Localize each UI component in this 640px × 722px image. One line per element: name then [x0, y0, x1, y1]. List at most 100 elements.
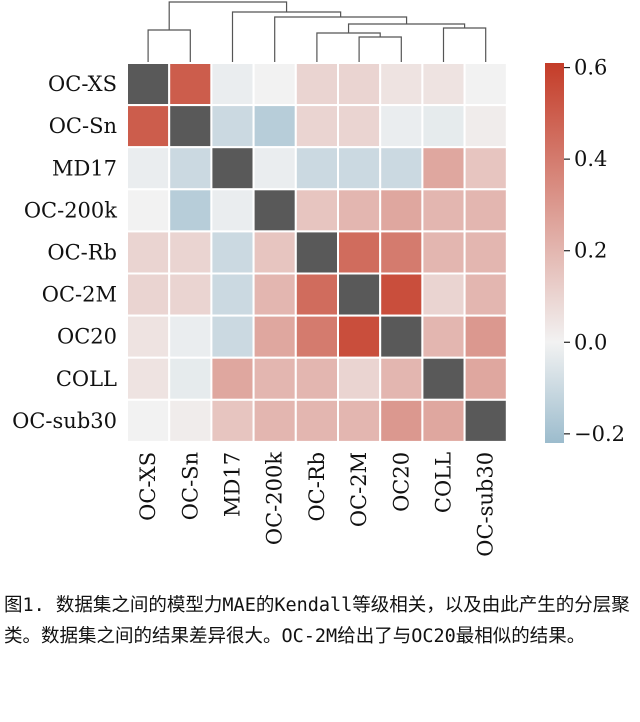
- heatmap-cell-5-1: [168, 272, 213, 317]
- heatmap-chart: OC-XS OC-Sn MD17 OC-200k OC-Rb OC-2M OC20 COLL O…: [12, 1, 625, 557]
- heatmap-cell-3-6: [379, 188, 424, 233]
- heatmap-cell-7-0: [126, 356, 171, 401]
- heatmap-cell-0-0: [126, 62, 171, 107]
- colorbar-tick-label: 0.2: [574, 239, 607, 263]
- heatmap-cell-5-8: [463, 272, 508, 317]
- column-labels: OC-XS OC-Sn MD17 OC-200k OC-Rb OC-2M OC20 COLL O…: [136, 452, 498, 557]
- row-labels: OC-XS OC-Sn MD17 OC-200k OC-Rb OC-2M OC20 COLL O…: [12, 72, 117, 433]
- heatmap-cell-7-1: [168, 356, 213, 401]
- heatmap-cell-1-7: [421, 104, 466, 149]
- heatmap-cell-4-4: [294, 230, 339, 275]
- heatmap-cell-2-1: [168, 146, 213, 191]
- colorbar-tick-label: 0.0: [574, 330, 607, 354]
- row-label: OC-2M: [42, 283, 117, 307]
- row-label: OC-200k: [24, 198, 117, 222]
- heatmap-cell-7-6: [379, 356, 424, 401]
- heatmap-cell-2-6: [379, 146, 424, 191]
- column-label: OC-2M: [347, 452, 371, 527]
- heatmap-cell-0-2: [210, 62, 255, 107]
- heatmap-cell-4-5: [337, 230, 382, 275]
- heatmap-cell-5-2: [210, 272, 255, 317]
- heatmap-cell-0-6: [379, 62, 424, 107]
- heatmap-cell-8-3: [252, 398, 297, 443]
- colorbar-tick-label: 0.6: [574, 56, 607, 80]
- heatmap-cell-6-3: [252, 314, 297, 359]
- column-label: COLL: [432, 452, 456, 513]
- heatmap-cell-7-5: [337, 356, 382, 401]
- heatmap-cell-2-4: [294, 146, 339, 191]
- row-label: MD17: [52, 156, 117, 180]
- column-label: OC-Rb: [305, 452, 329, 522]
- heatmap-cell-4-1: [168, 230, 213, 275]
- heatmap-cell-5-3: [252, 272, 297, 317]
- row-label: OC-Sn: [49, 114, 117, 138]
- heatmap-cell-3-2: [210, 188, 255, 233]
- heatmap-cell-3-8: [463, 188, 508, 233]
- heatmap-cell-0-5: [337, 62, 382, 107]
- heatmap-cell-1-0: [126, 104, 171, 149]
- heatmap-cell-5-5: [337, 272, 382, 317]
- heatmap-cell-8-8: [463, 398, 508, 443]
- row-label: OC-sub30: [12, 409, 117, 433]
- heatmap-cell-3-0: [126, 188, 171, 233]
- column-label: OC-200k: [263, 452, 287, 545]
- heatmap-cell-1-3: [252, 104, 297, 149]
- row-label: COLL: [56, 367, 117, 391]
- row-label: OC-Rb: [47, 240, 117, 264]
- heatmap-cell-3-4: [294, 188, 339, 233]
- heatmap-cell-4-6: [379, 230, 424, 275]
- heatmap-cell-6-6: [379, 314, 424, 359]
- heatmap-cell-6-1: [168, 314, 213, 359]
- heatmap-cell-2-8: [463, 146, 508, 191]
- heatmap-cell-8-1: [168, 398, 213, 443]
- heatmap-cell-4-8: [463, 230, 508, 275]
- heatmap-cell-8-7: [421, 398, 466, 443]
- heatmap-cell-2-3: [252, 146, 297, 191]
- heatmap-cells: [126, 62, 508, 443]
- heatmap-cell-1-6: [379, 104, 424, 149]
- row-label: OC20: [57, 325, 117, 349]
- column-label: OC-XS: [136, 452, 160, 521]
- dendrogram-link-7: [168, 1, 288, 30]
- figure-caption: 图1. 数据集之间的模型力MAE的Kendall等级相关，以及由此产生的分层聚类…: [4, 595, 630, 647]
- column-label: OC-Sn: [178, 452, 202, 520]
- heatmap-cell-7-7: [421, 356, 466, 401]
- heatmap-cell-8-6: [379, 398, 424, 443]
- heatmap-cell-7-3: [252, 356, 297, 401]
- heatmap-cell-4-3: [252, 230, 297, 275]
- heatmap-cell-3-3: [252, 188, 297, 233]
- heatmap-cell-2-5: [337, 146, 382, 191]
- colorbar: −0.2 0.0 0.2 0.4 0.6: [545, 56, 625, 446]
- heatmap-cell-2-2: [210, 146, 255, 191]
- heatmap-cell-6-7: [421, 314, 466, 359]
- heatmap-cell-5-6: [379, 272, 424, 317]
- heatmap-cell-7-2: [210, 356, 255, 401]
- dendrogram-link-0: [147, 29, 191, 63]
- heatmap-cell-1-5: [337, 104, 382, 149]
- colorbar-gradient: [545, 63, 564, 443]
- heatmap-cell-0-7: [421, 62, 466, 107]
- heatmap-cell-4-2: [210, 230, 255, 275]
- heatmap-cell-2-7: [421, 146, 466, 191]
- heatmap-cell-3-7: [421, 188, 466, 233]
- colorbar-tick-label: 0.4: [574, 147, 607, 171]
- heatmap-cell-1-4: [294, 104, 339, 149]
- heatmap-cell-7-4: [294, 356, 339, 401]
- heatmap-cell-2-0: [126, 146, 171, 191]
- dendrogram-link-3: [442, 27, 487, 63]
- heatmap-cell-3-5: [337, 188, 382, 233]
- heatmap-cell-5-7: [421, 272, 466, 317]
- column-label: OC-sub30: [474, 452, 498, 557]
- heatmap-cell-6-0: [126, 314, 171, 359]
- heatmap-cell-6-4: [294, 314, 339, 359]
- column-label: OC20: [389, 452, 413, 512]
- heatmap-cell-0-8: [463, 62, 508, 107]
- heatmap-cell-6-2: [210, 314, 255, 359]
- heatmap-cell-1-1: [168, 104, 213, 149]
- dendrogram: [147, 1, 487, 63]
- heatmap-cell-6-8: [463, 314, 508, 359]
- heatmap-cell-8-5: [337, 398, 382, 443]
- dendrogram-link-6: [231, 11, 342, 63]
- colorbar-tick-label: −0.2: [574, 422, 625, 446]
- heatmap-cell-4-0: [126, 230, 171, 275]
